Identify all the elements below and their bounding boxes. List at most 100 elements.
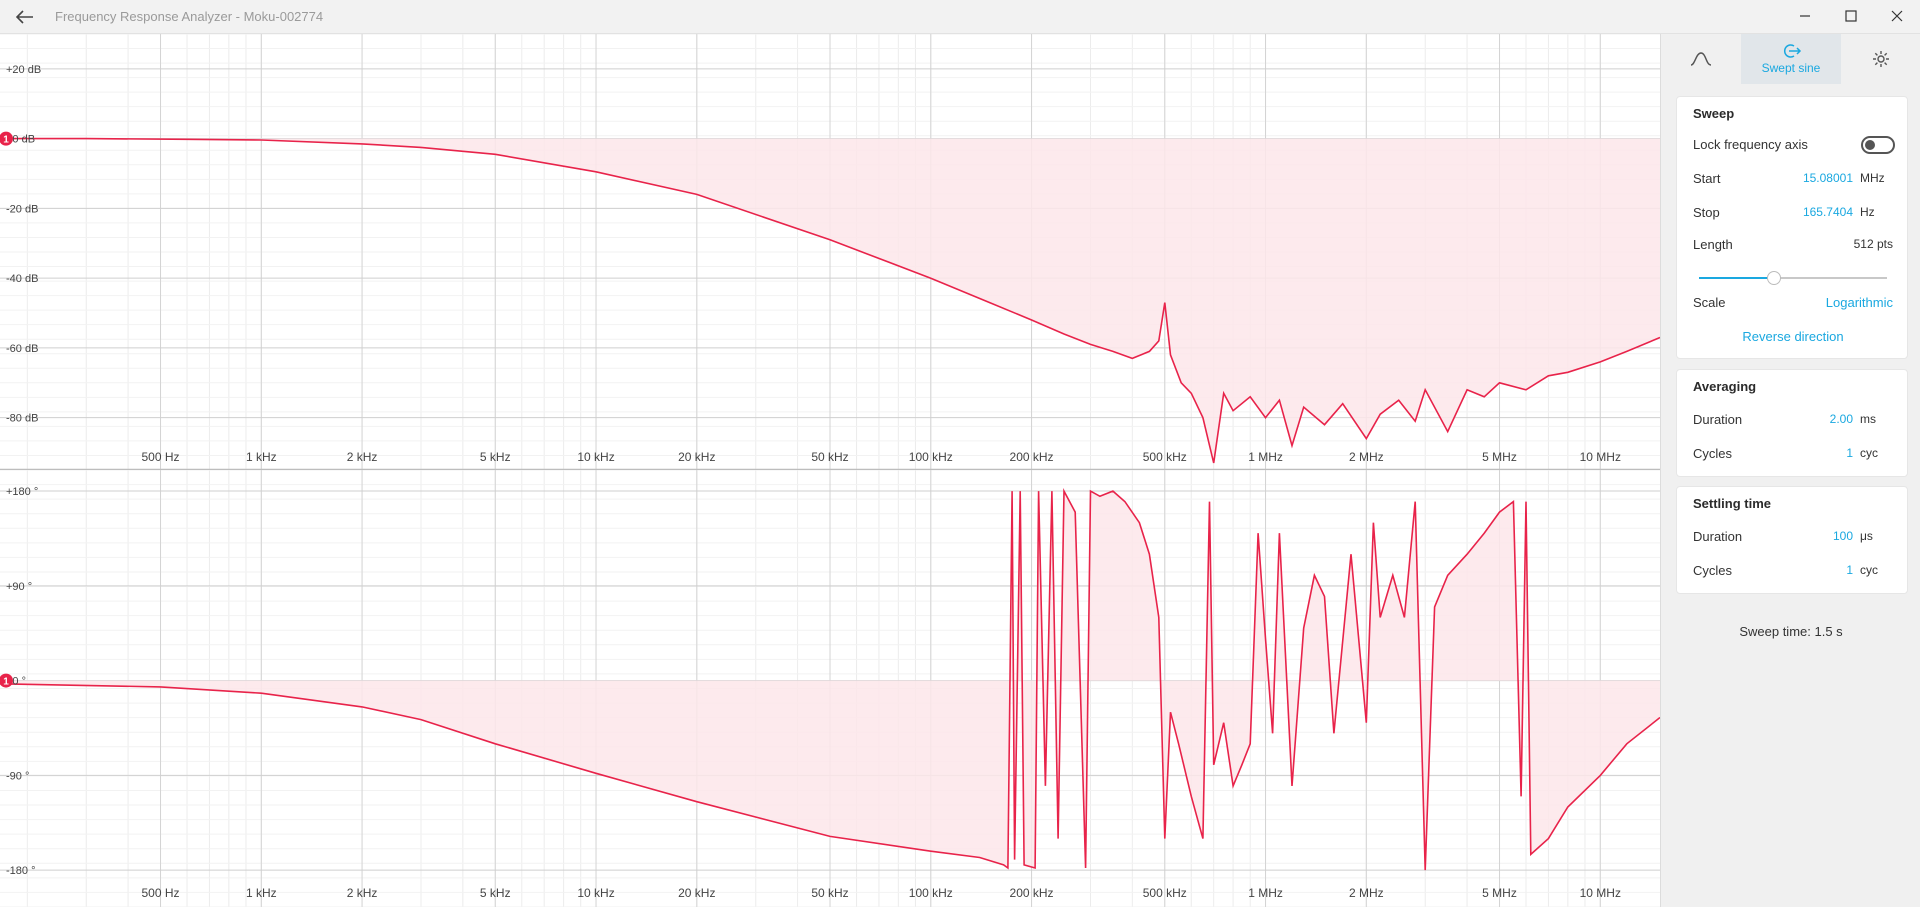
settling-duration-label: Duration <box>1693 529 1743 544</box>
x-tick-label: 50 kHz <box>811 886 848 900</box>
x-tick-label: 200 kHz <box>1010 450 1054 464</box>
scale-label: Scale <box>1693 295 1726 310</box>
tab-settings[interactable] <box>1841 34 1920 84</box>
averaging-duration-unit[interactable]: ms <box>1860 412 1876 426</box>
x-tick-label: 5 MHz <box>1482 886 1517 900</box>
maximize-button[interactable] <box>1828 0 1874 32</box>
reference-marker <box>0 131 13 146</box>
maximize-icon <box>1845 10 1857 22</box>
back-button[interactable] <box>12 5 38 29</box>
y-tick-label: +20 dB <box>6 64 41 76</box>
phase-plot[interactable]: +180 °+90 °+0 °-90 °-180 °500 Hz 1 kHz 2 k… <box>0 470 1660 907</box>
start-unit[interactable]: MHz <box>1860 171 1885 185</box>
x-tick-label: 10 MHz <box>1580 886 1621 900</box>
settling-cycles-value[interactable]: 1 <box>1846 563 1853 577</box>
settling-duration-unit[interactable]: μs <box>1860 529 1873 543</box>
x-tick-label: 500 kHz <box>1143 450 1187 464</box>
settling-cycles-unit: cyc <box>1860 563 1878 577</box>
y-tick-label: +0 dB <box>6 134 35 146</box>
x-tick-label: 5 kHz <box>480 886 511 900</box>
averaging-cycles-label: Cycles <box>1693 446 1733 461</box>
y-tick-label: -60 dB <box>6 343 38 355</box>
settings-panel: Swept sine Sweep Lock frequency axis Sta… <box>1660 34 1920 907</box>
stop-value[interactable]: 165.7404 <box>1802 205 1853 219</box>
x-tick-label: 20 kHz <box>678 886 715 900</box>
length-value: 512 pts <box>1853 237 1893 251</box>
scale-row: Scale Logarithmic <box>1677 293 1909 313</box>
settling-time-card: Settling time Duration 100 μs Cycles 1 c… <box>1676 486 1908 594</box>
reference-marker-label: 1 <box>3 135 9 146</box>
lock-frequency-row: Lock frequency axis <box>1677 135 1909 155</box>
y-tick-label: +180 ° <box>6 486 38 498</box>
swept-sine-icon <box>1784 44 1802 58</box>
y-tick-label: -80 dB <box>6 413 38 425</box>
length-row: Length 512 pts <box>1677 235 1909 255</box>
averaging-cycles-row: Cycles 1 cyc <box>1677 444 1909 464</box>
settling-cycles-label: Cycles <box>1693 563 1733 578</box>
close-icon <box>1891 10 1903 22</box>
window-title: Frequency Response Analyzer - Moku-00277… <box>55 9 324 24</box>
slider-track <box>1699 277 1887 279</box>
lock-frequency-toggle[interactable] <box>1861 136 1895 154</box>
sweep-time: Sweep time: 1.5 s <box>1739 624 1843 639</box>
minimize-button[interactable] <box>1782 0 1828 32</box>
x-tick-label: 500 Hz <box>142 450 180 464</box>
y-tick-label: -20 dB <box>6 203 38 215</box>
y-tick-label: -40 dB <box>6 273 38 285</box>
trace-line <box>0 137 1660 464</box>
settling-duration-row: Duration 100 μs <box>1677 527 1909 547</box>
sine-wave-icon <box>1690 52 1712 66</box>
x-tick-label: 5 MHz <box>1482 450 1517 464</box>
x-tick-label: 500 Hz <box>142 886 180 900</box>
x-tick-label: 50 kHz <box>811 450 848 464</box>
averaging-cycles-unit: cyc <box>1860 446 1878 460</box>
reverse-direction-button[interactable]: Reverse direction <box>1742 329 1844 344</box>
slider-fill <box>1699 277 1775 279</box>
averaging-duration-label: Duration <box>1693 412 1743 427</box>
x-tick-label: 20 kHz <box>678 450 715 464</box>
settling-title: Settling time <box>1693 496 1772 511</box>
x-tick-label: 10 kHz <box>577 450 614 464</box>
x-tick-label: 1 MHz <box>1248 886 1283 900</box>
y-tick-label: -90 ° <box>6 770 29 782</box>
magnitude-plot[interactable]: +20 dB +0 dB -20 dB -40 dB -60 dB -80 dB 500 H… <box>0 34 1660 470</box>
start-value[interactable]: 15.08001 <box>1802 171 1853 185</box>
x-tick-label: 1 MHz <box>1248 450 1283 464</box>
minimize-icon <box>1800 15 1810 17</box>
averaging-duration-value[interactable]: 2.00 <box>1829 412 1853 426</box>
averaging-cycles-value[interactable]: 1 <box>1846 446 1853 460</box>
x-tick-label: 100 kHz <box>909 886 953 900</box>
panel-tabs: Swept sine <box>1661 34 1920 84</box>
stop-unit[interactable]: Hz <box>1860 205 1875 219</box>
start-row: Start 15.08001 MHz <box>1677 169 1909 189</box>
x-tick-label: 2 MHz <box>1349 886 1384 900</box>
scale-dropdown[interactable]: Logarithmic <box>1825 295 1893 310</box>
tab-signal[interactable] <box>1661 34 1741 84</box>
slider-thumb[interactable] <box>1767 271 1782 285</box>
title-bar: Frequency Response Analyzer - Moku-00277… <box>0 0 1920 34</box>
start-label: Start <box>1693 171 1721 186</box>
x-tick-label: 2 kHz <box>347 886 378 900</box>
x-tick-label: 10 MHz <box>1580 450 1621 464</box>
x-tick-label: 100 kHz <box>909 450 953 464</box>
settling-duration-value[interactable]: 100 <box>1832 529 1853 543</box>
gear-icon <box>1873 51 1889 67</box>
plot-area[interactable]: +20 dB +0 dB -20 dB -40 dB -60 dB -80 dB 500 H… <box>0 34 1660 907</box>
reference-marker-label: 1 <box>3 677 9 688</box>
lock-frequency-label: Lock frequency axis <box>1693 137 1808 152</box>
x-tick-label: 1 kHz <box>246 886 277 900</box>
stop-label: Stop <box>1693 205 1720 220</box>
x-tick-label: 2 kHz <box>347 450 378 464</box>
averaging-card: Averaging Duration 2.00 ms Cycles 1 cyc <box>1676 369 1908 477</box>
x-tick-label: 1 kHz <box>246 450 277 464</box>
tab-swept-sine[interactable]: Swept sine <box>1741 34 1841 84</box>
length-slider[interactable] <box>1699 271 1887 285</box>
trace-fill <box>0 138 1660 463</box>
trace-fill <box>0 491 1660 871</box>
sweep-title: Sweep <box>1693 106 1735 121</box>
trace-line <box>0 487 1660 871</box>
averaging-title: Averaging <box>1693 379 1757 394</box>
close-button[interactable] <box>1874 0 1920 32</box>
sweep-card: Sweep Lock frequency axis Start 15.08001… <box>1676 96 1908 359</box>
averaging-duration-row: Duration 2.00 ms <box>1677 410 1909 430</box>
